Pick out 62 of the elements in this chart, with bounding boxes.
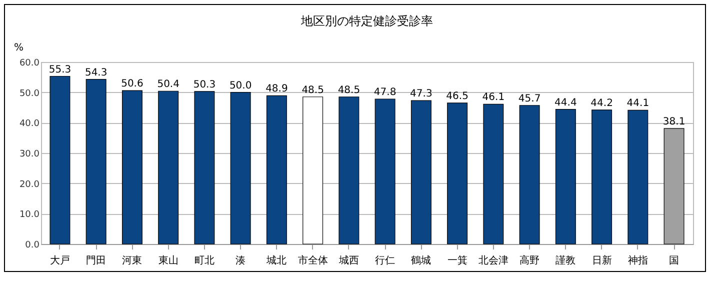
y-tick-label: 10.0 (19, 210, 40, 220)
y-tick-label: 20.0 (19, 180, 40, 190)
bar (374, 98, 396, 244)
x-tick-label: 河東 (122, 254, 142, 266)
bar (628, 110, 648, 244)
data-label: 45.7 (518, 93, 541, 104)
bar (50, 76, 70, 244)
bar (302, 96, 324, 244)
y-tick-label: 30.0 (19, 150, 40, 160)
x-tick-label: 日新 (592, 254, 612, 266)
x-tick-label: 行仁 (375, 256, 396, 266)
data-label: 50.6 (121, 78, 144, 90)
x-tick-label: 一箕 (447, 254, 468, 266)
data-label: 38.1 (662, 116, 686, 128)
x-tick-label: 謹教 (556, 254, 576, 266)
x-tick-label: 鶴城 (411, 254, 432, 266)
bar (158, 90, 179, 244)
data-label: 54.3 (84, 67, 108, 78)
x-tick-label: 城西 (338, 254, 359, 266)
data-label: 48.5 (338, 84, 360, 96)
data-label: 50.4 (157, 79, 180, 90)
bar (338, 96, 360, 244)
data-label: 50.3 (193, 79, 216, 90)
data-label: 46.1 (482, 92, 505, 104)
x-tick-label: 町北 (194, 254, 214, 266)
x-tick-label: 市全体 (298, 254, 328, 266)
x-tick-label: 城北 (266, 254, 287, 266)
y-tick-label: 40.0 (19, 119, 40, 130)
data-label: 48.5 (302, 84, 324, 96)
bar (122, 90, 142, 244)
bar (266, 95, 287, 244)
x-tick-label: 門田 (86, 256, 106, 266)
bar (483, 104, 504, 244)
bar (230, 92, 251, 244)
x-tick-label: 東山 (158, 254, 178, 266)
y-axis-title: % (14, 42, 24, 54)
bar (592, 110, 612, 244)
data-label: 46.5 (446, 90, 468, 102)
x-tick-label: 高野 (520, 254, 540, 266)
x-tick-label: 湊 (236, 254, 246, 266)
bar (555, 109, 576, 244)
bar (194, 91, 215, 244)
x-tick-label: 国 (669, 256, 680, 266)
bar (519, 105, 540, 244)
data-label: 47.8 (374, 87, 396, 98)
data-label: 47.3 (410, 88, 432, 100)
chart-title: 地区別の特定健診受診率 (300, 14, 433, 28)
bar (410, 100, 432, 244)
x-tick-label: 大戸 (50, 254, 70, 266)
data-label: 55.3 (48, 64, 72, 76)
data-label: 44.1 (626, 98, 650, 110)
data-label: 50.0 (229, 80, 252, 92)
data-label: 48.9 (266, 84, 288, 95)
bar (447, 102, 468, 244)
y-tick-label: 60.0 (19, 58, 40, 68)
data-label: 44.2 (590, 98, 613, 109)
y-tick-label: 0.0 (25, 240, 40, 250)
x-tick-label: 北会津 (478, 254, 508, 266)
x-tick-label: 神指 (628, 254, 648, 266)
data-label: 44.4 (554, 97, 577, 108)
y-tick-label: 50.0 (19, 88, 40, 99)
bar (86, 78, 106, 244)
